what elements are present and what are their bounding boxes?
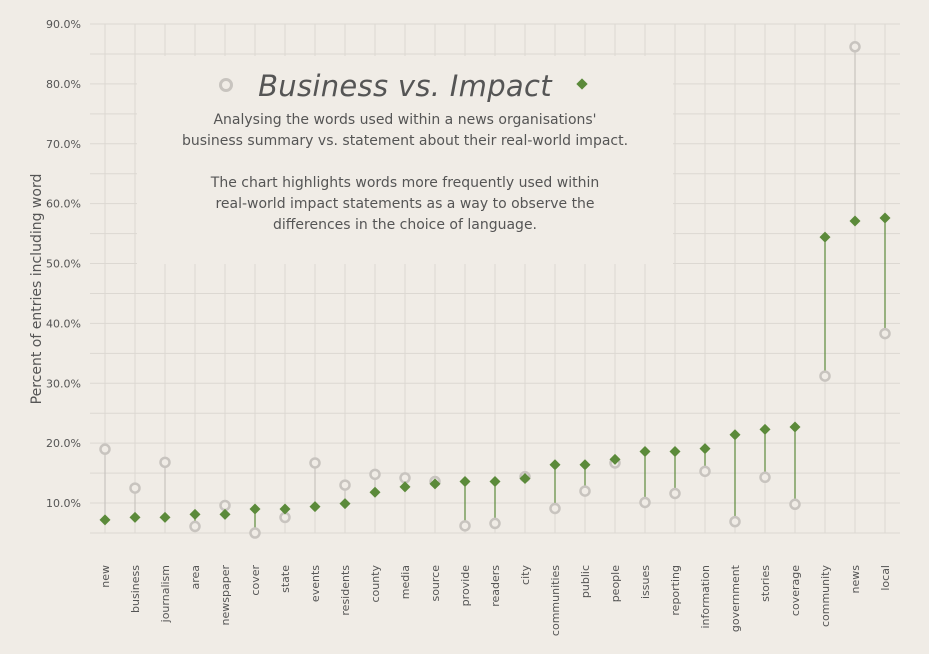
business-point <box>549 502 561 515</box>
x-tick-label: news <box>849 565 862 594</box>
x-tick-label: journalism <box>159 565 172 623</box>
business-point <box>459 520 471 532</box>
x-tick-label: area <box>189 565 202 590</box>
x-tick-label: new <box>99 565 112 588</box>
business-point <box>129 482 141 494</box>
x-tick-label: business <box>129 565 142 613</box>
business-point <box>759 471 771 484</box>
impact-point <box>429 478 441 490</box>
impact-point <box>189 508 201 520</box>
x-tick-label: issues <box>639 565 652 599</box>
description-paragraph-1: Analysing the words used within a news o… <box>181 112 629 149</box>
x-tick-label: provide <box>459 565 472 607</box>
business-point <box>639 496 651 509</box>
x-tick-label: county <box>369 565 382 603</box>
business-point <box>219 499 231 512</box>
data-markers <box>99 41 891 539</box>
y-tick-label: 90.0% <box>46 18 81 31</box>
x-tick-label: coverage <box>789 565 802 616</box>
business-point <box>789 498 801 511</box>
x-tick-label: reporting <box>669 565 682 616</box>
impact-point <box>729 429 741 441</box>
y-tick-label: 60.0% <box>46 198 81 211</box>
impact-point <box>249 503 261 515</box>
x-tick-label: information <box>699 565 712 629</box>
y-tick-label: 80.0% <box>46 78 81 91</box>
impact-point <box>339 498 351 510</box>
x-tick-label: media <box>399 565 412 599</box>
business-point <box>159 456 171 469</box>
impact-point <box>129 511 141 523</box>
business-point <box>249 527 261 539</box>
impact-point <box>759 423 771 435</box>
x-tick-label: local <box>879 565 892 591</box>
business-point <box>699 465 711 478</box>
impact-point <box>879 212 891 224</box>
x-axis-ticks: new business journalism area newspaper cover s… <box>99 564 892 636</box>
impact-point <box>459 476 471 488</box>
x-tick-label: newspaper <box>219 565 232 626</box>
x-tick-label: stories <box>759 565 772 602</box>
title-row: Business vs. Impact <box>137 64 673 108</box>
impact-point <box>489 476 501 488</box>
business-point <box>669 487 681 500</box>
business-legend-circle-icon <box>219 78 233 92</box>
impact-point <box>669 446 681 458</box>
business-point <box>339 479 351 491</box>
impact-point <box>549 459 561 471</box>
business-point <box>399 472 411 484</box>
impact-point <box>219 508 231 520</box>
impact-point <box>279 503 291 515</box>
chart-title: Business vs. Impact <box>258 69 552 103</box>
y-tick-label: 40.0% <box>46 317 81 330</box>
y-axis-ticks: 10.0% 20.0% 30.0% 40.0% 50.0% 60.0% 70.0% 80.0%… <box>46 18 81 510</box>
impact-point <box>849 215 861 227</box>
y-tick-label: 10.0% <box>46 497 81 510</box>
x-tick-label: people <box>609 565 622 603</box>
business-point <box>849 41 861 53</box>
impact-point <box>99 514 111 526</box>
impact-point <box>579 459 591 471</box>
impact-point <box>519 473 531 485</box>
business-point <box>729 515 741 528</box>
impact-point <box>699 443 711 455</box>
business-point <box>579 485 591 497</box>
y-tick-label: 20.0% <box>46 437 81 450</box>
impact-point <box>399 481 411 493</box>
business-point <box>369 468 381 481</box>
y-tick-label: 50.0% <box>46 258 81 271</box>
business-point <box>189 520 201 533</box>
x-tick-label: communities <box>549 565 562 636</box>
x-tick-label: source <box>429 565 442 602</box>
business-point <box>309 457 321 469</box>
x-tick-label: readers <box>489 565 502 607</box>
business-point <box>819 370 831 382</box>
y-tick-label: 70.0% <box>46 138 81 151</box>
x-tick-label: events <box>309 565 322 602</box>
x-tick-label: government <box>729 564 742 632</box>
impact-point <box>789 421 801 433</box>
impact-point <box>819 231 831 243</box>
business-point <box>879 327 891 340</box>
x-tick-label: community <box>819 565 832 628</box>
description-paragraph-2: The chart highlights words more frequent… <box>210 175 600 233</box>
title-panel: Business vs. Impact Analysing the words … <box>137 56 673 264</box>
chart-description: Analysing the words used within a news o… <box>137 110 673 257</box>
x-tick-label: residents <box>339 565 352 616</box>
impact-point <box>309 501 321 513</box>
x-tick-label: state <box>279 565 292 593</box>
business-point <box>489 517 501 530</box>
x-tick-label: public <box>579 565 592 598</box>
impact-point <box>639 446 651 458</box>
impact-point <box>609 453 621 465</box>
impact-point <box>159 511 171 523</box>
business-point <box>99 443 111 455</box>
x-tick-label: cover <box>249 565 262 596</box>
y-axis-label: Percent of entries including word <box>29 174 45 405</box>
x-tick-label: city <box>519 565 532 585</box>
y-tick-label: 30.0% <box>46 377 81 390</box>
impact-point <box>369 486 381 498</box>
